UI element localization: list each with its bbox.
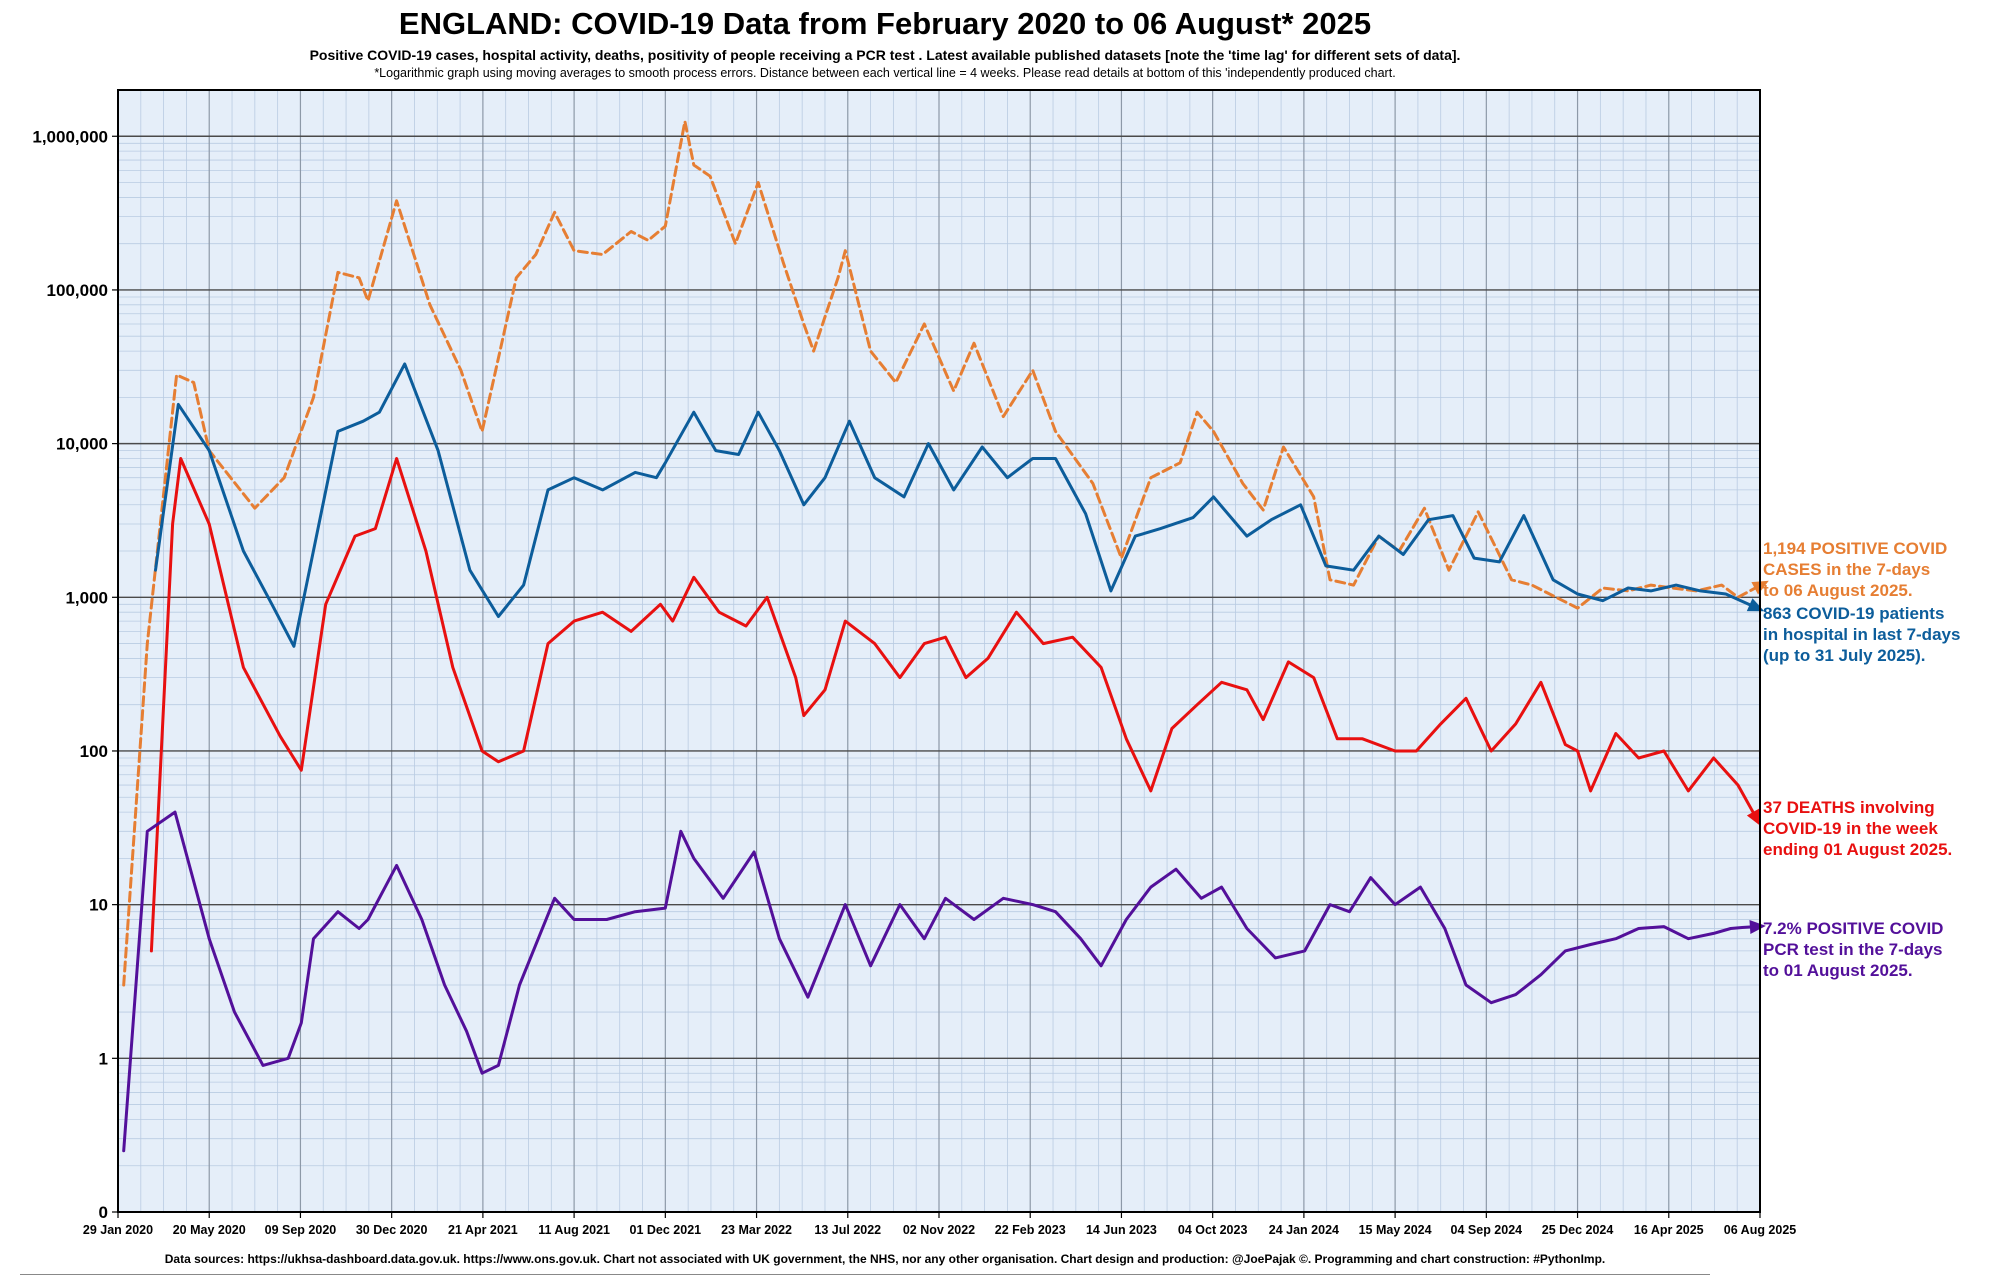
x-tick-label: 29 Jan 2020: [83, 1223, 153, 1237]
y-tick-label: 0: [99, 1203, 108, 1222]
x-tick-label: 14 Jun 2023: [1086, 1223, 1157, 1237]
series-line-pcr: [122, 810, 1758, 1153]
x-tick-label: 02 Nov 2022: [903, 1223, 975, 1237]
x-tick-label: 09 Sep 2020: [265, 1223, 337, 1237]
x-tick-label: 04 Sep 2024: [1451, 1223, 1523, 1237]
x-tick-label: 06 Aug 2025: [1724, 1223, 1797, 1237]
series-line-deaths: [149, 457, 1758, 953]
chart-title: ENGLAND: COVID-19 Data from February 202…: [398, 6, 1372, 41]
x-tick-label: 21 Apr 2021: [448, 1223, 518, 1237]
x-tick-label: 13 Jul 2022: [814, 1223, 881, 1237]
chart-note: *Logarithmic graph using moving averages…: [374, 66, 1396, 80]
y-tick-label: 1,000,000: [32, 127, 108, 146]
series-line-hospital: [154, 362, 1757, 648]
footer-divider: [20, 1274, 1710, 1275]
annotation-deaths: 37 DEATHS involving COVID-19 in the week…: [1763, 798, 1953, 859]
annotation-hospital: 863 COVID-19 patients in hospital in las…: [1763, 604, 1961, 665]
series-line-cases: [122, 119, 1762, 987]
annotation-cases: 1,194 POSITIVE COVID CASES in the 7-days…: [1763, 539, 1948, 600]
x-tick-label: 04 Oct 2023: [1178, 1223, 1248, 1237]
x-tick-label: 01 Dec 2021: [630, 1223, 702, 1237]
y-tick-label: 1: [99, 1049, 108, 1068]
chart-subtitle: Positive COVID-19 cases, hospital activi…: [309, 47, 1461, 63]
plot-frame: [117, 89, 1761, 1213]
series-arrow-pcr: [1749, 919, 1766, 934]
x-tick-label: 24 Jan 2024: [1269, 1223, 1339, 1237]
footer-sources: Data sources: https://ukhsa-dashboard.da…: [164, 1252, 1606, 1266]
x-tick-label: 20 May 2020: [173, 1223, 246, 1237]
x-tick-label: 30 Dec 2020: [356, 1223, 428, 1237]
series-arrow-deaths: [1746, 808, 1761, 827]
x-tick-label: 11 Aug 2021: [538, 1223, 610, 1237]
y-tick-label: 10,000: [56, 435, 108, 454]
y-tick-label: 100: [80, 742, 108, 761]
y-tick-label: 1,000: [65, 588, 108, 607]
annotation-pcr: 7.2% POSITIVE COVID PCR test in the 7-da…: [1763, 919, 1944, 980]
x-tick-label: 15 May 2024: [1359, 1223, 1432, 1237]
y-tick-label: 100,000: [47, 281, 108, 300]
x-tick-label: 23 Mar 2022: [721, 1223, 792, 1237]
x-tick-label: 16 Apr 2025: [1634, 1223, 1704, 1237]
x-tick-label: 25 Dec 2024: [1542, 1223, 1614, 1237]
x-tick-label: 22 Feb 2023: [995, 1223, 1066, 1237]
y-tick-label: 10: [89, 896, 108, 915]
